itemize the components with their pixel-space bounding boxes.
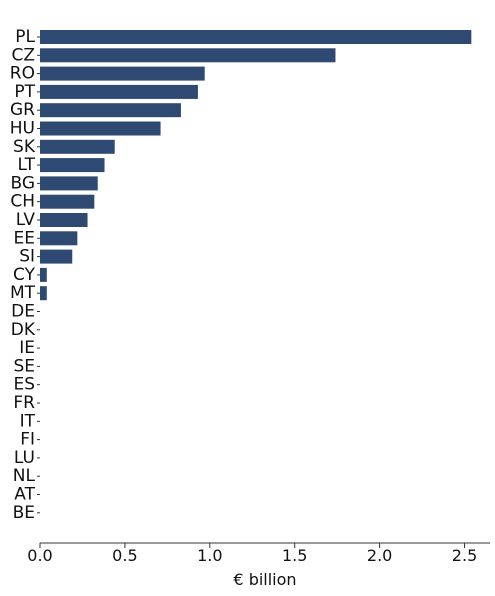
x-tick-label-3: 1.5: [282, 546, 307, 565]
x-axis: 0.0 0.5 1.0 1.5 2.0 2.5: [27, 542, 490, 565]
bar-mt: [40, 286, 47, 301]
bar-ee: [40, 231, 78, 246]
bar-hu: [40, 121, 161, 136]
category-label-it: IT: [20, 411, 36, 431]
category-label-cz: CZ: [11, 45, 35, 65]
bar-ch: [40, 194, 95, 209]
category-label-ee: EE: [14, 228, 35, 248]
bar-cz: [40, 48, 336, 63]
category-label-pt: PT: [14, 82, 35, 102]
x-tick-label-1: 0.5: [112, 546, 137, 565]
bar-pl: [40, 30, 472, 44]
category-label-dk: DK: [11, 320, 36, 340]
bar-pt: [40, 84, 198, 99]
category-label-nl: NL: [13, 466, 36, 486]
x-tick-label-2: 1.0: [197, 546, 222, 565]
category-label-lt: LT: [17, 155, 35, 175]
category-label-cy: CY: [13, 265, 36, 285]
category-labels: PLCZROPTGRHUSKLTBGCHLVEESICYMTDEDKIESEES…: [10, 27, 40, 523]
category-label-ie: IE: [19, 338, 35, 358]
category-label-ch: CH: [10, 192, 35, 212]
category-label-fi: FI: [20, 430, 35, 450]
category-label-pl: PL: [15, 27, 35, 47]
bar-gr: [40, 103, 181, 118]
bar-bg: [40, 176, 98, 191]
category-label-lu: LU: [14, 448, 35, 468]
x-tick-label-4: 2.0: [367, 546, 392, 565]
category-label-de: DE: [11, 302, 35, 322]
bars-layer: [40, 30, 472, 301]
category-label-fr: FR: [13, 393, 35, 413]
category-label-bg: BG: [10, 173, 35, 193]
category-label-lv: LV: [16, 210, 36, 230]
bar-ro: [40, 66, 205, 81]
bar-sk: [40, 139, 115, 154]
category-label-si: SI: [19, 247, 35, 267]
x-axis-title: € billion: [233, 570, 296, 589]
category-label-hu: HU: [10, 119, 35, 139]
bar-lv: [40, 213, 88, 227]
category-label-ro: RO: [10, 64, 35, 84]
category-label-at: AT: [14, 485, 35, 505]
category-label-gr: GR: [10, 100, 35, 120]
category-label-be: BE: [13, 503, 35, 523]
bar-lt: [40, 158, 105, 173]
category-label-se: SE: [13, 356, 35, 376]
category-label-es: ES: [13, 375, 35, 395]
category-label-sk: SK: [13, 137, 36, 157]
bar-cy: [40, 267, 47, 282]
x-tick-label-5: 2.5: [452, 546, 477, 565]
x-tick-label-0: 0.0: [27, 546, 52, 565]
category-label-mt: MT: [10, 283, 36, 303]
bar-si: [40, 249, 73, 264]
